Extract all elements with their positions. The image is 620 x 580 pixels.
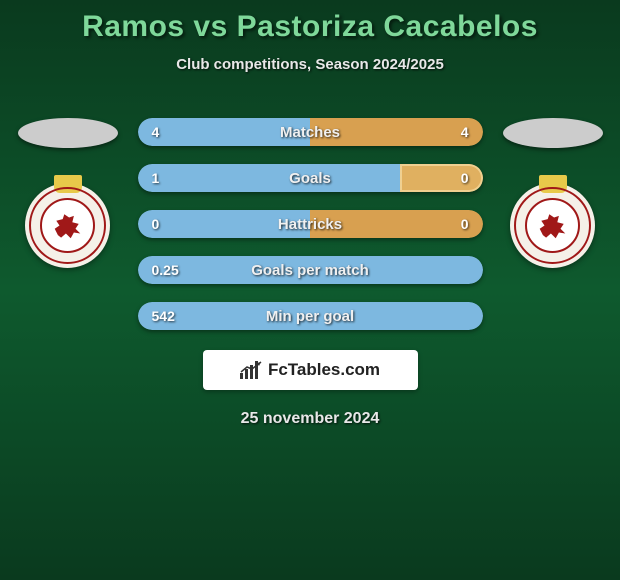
stat-bar: 1 Goals 0 <box>138 164 483 192</box>
comparison-row: 4 Matches 4 1 Goals 0 0 Hattricks 0 0.25 Goals per… <box>0 118 620 330</box>
player-right-col <box>503 118 603 268</box>
stat-label: Goals per match <box>251 262 369 279</box>
brand-name: FcTables.com <box>268 360 380 380</box>
stat-bar-right-fill <box>400 164 483 192</box>
stat-value-right: 0 <box>461 170 469 186</box>
stat-bar: 0.25 Goals per match <box>138 256 483 284</box>
stat-value-left: 1 <box>152 170 160 186</box>
stat-label: Goals <box>289 170 331 187</box>
stat-value-left: 542 <box>152 308 175 324</box>
lion-icon <box>52 210 84 242</box>
stat-value-left: 4 <box>152 124 160 140</box>
stat-label: Matches <box>280 124 340 141</box>
stats-column: 4 Matches 4 1 Goals 0 0 Hattricks 0 0.25 Goals per… <box>138 118 483 330</box>
stat-value-left: 0.25 <box>152 262 179 278</box>
brand-box[interactable]: FcTables.com <box>203 350 418 390</box>
stat-bar: 4 Matches 4 <box>138 118 483 146</box>
stat-bar: 0 Hattricks 0 <box>138 210 483 238</box>
player-left-col <box>18 118 118 268</box>
player-right-avatar-placeholder <box>503 118 603 148</box>
lion-icon <box>537 210 569 242</box>
stat-bar: 542 Min per goal <box>138 302 483 330</box>
stat-label: Min per goal <box>266 308 354 325</box>
club-badge-left <box>25 183 110 268</box>
subtitle: Club competitions, Season 2024/2025 <box>176 56 444 73</box>
stat-value-right: 4 <box>461 124 469 140</box>
stat-value-left: 0 <box>152 216 160 232</box>
page-title: Ramos vs Pastoriza Cacabelos <box>82 10 538 44</box>
stat-bar-left-fill <box>138 164 400 192</box>
chart-icon <box>240 361 262 379</box>
date-text: 25 november 2024 <box>241 410 380 428</box>
club-badge-right <box>510 183 595 268</box>
player-left-avatar-placeholder <box>18 118 118 148</box>
stat-label: Hattricks <box>278 216 342 233</box>
stat-value-right: 0 <box>461 216 469 232</box>
